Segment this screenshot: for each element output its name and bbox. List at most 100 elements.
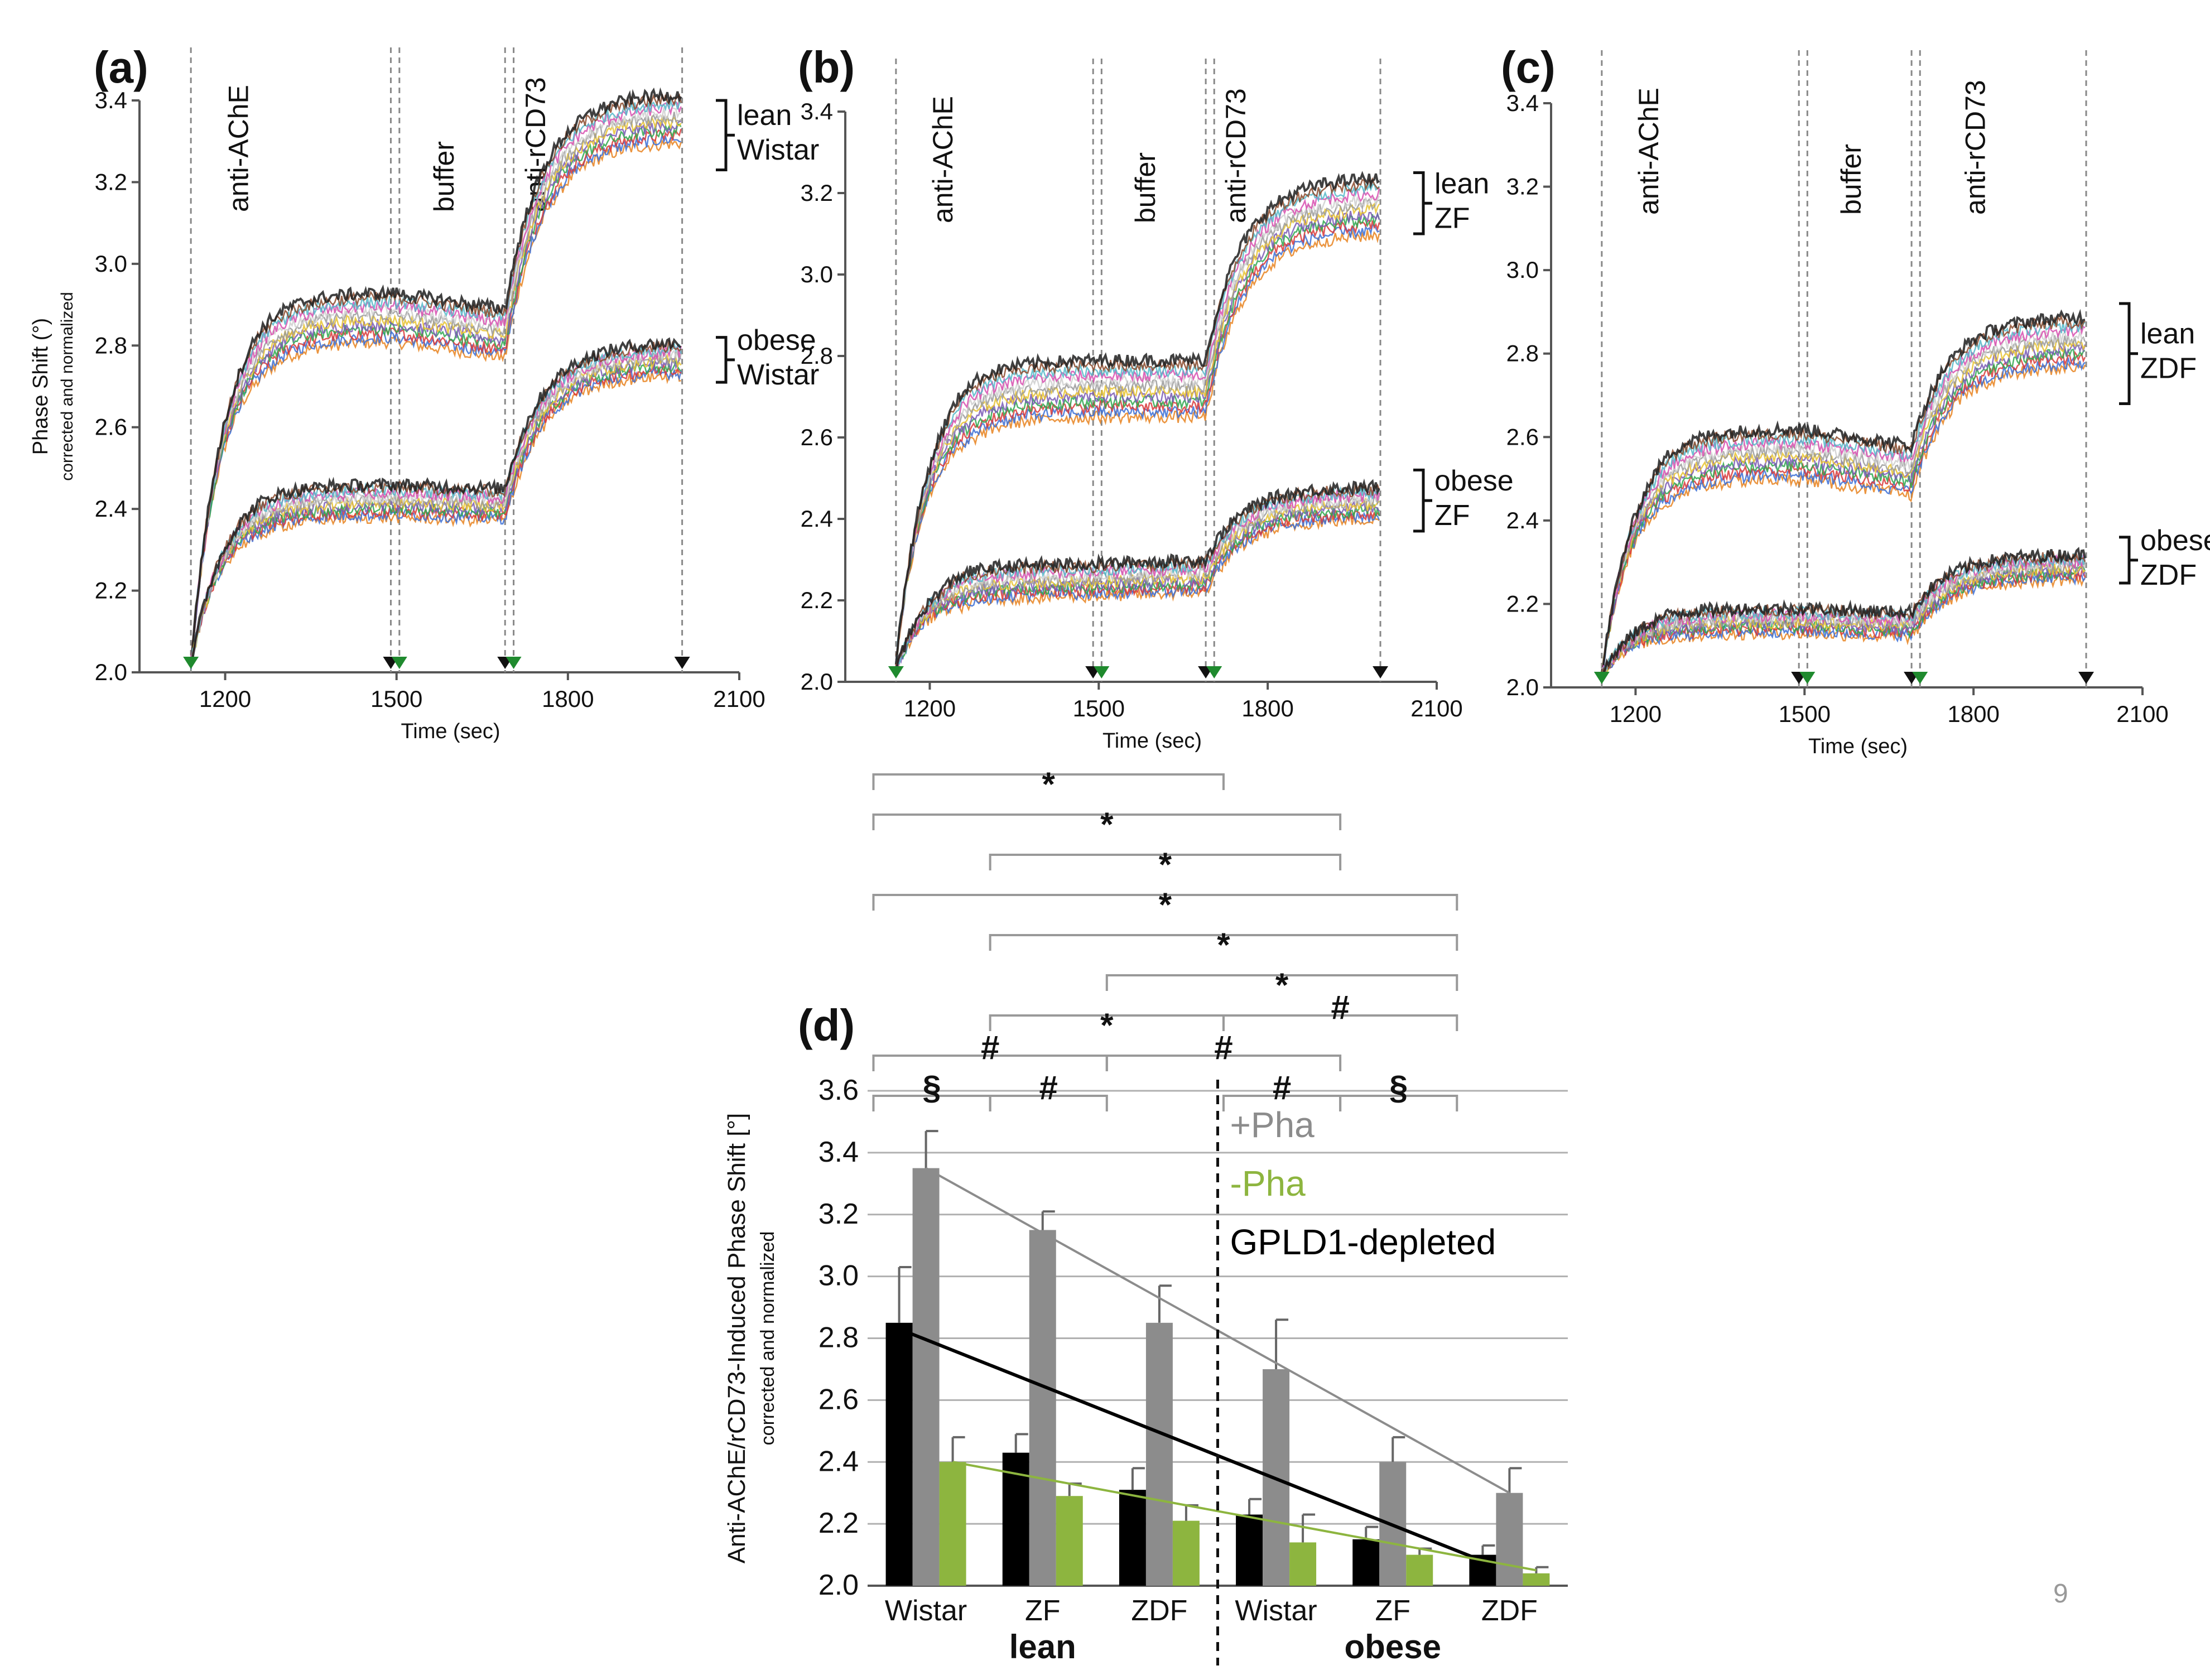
trace-a-1-8 [190, 344, 682, 660]
significance-symbol-8: # [981, 1029, 999, 1066]
trace-group-c-0 [1600, 309, 2086, 680]
error-bar-0-1 [1014, 1433, 1028, 1453]
panel-a-line-chart: (a) 2.0 2.2 2.4 2.6 2.8 3.0 3.2 3.4 1200 1500 1800 2… [29, 42, 819, 743]
x-tick-label-a: 1800 [542, 686, 594, 712]
injection-marker-c [1799, 672, 1816, 684]
trend-line--pha [952, 1461, 1537, 1572]
y-tick-label-d: 3.4 [818, 1136, 859, 1168]
panel-label-c: (c) [1501, 42, 1556, 92]
trace-b-0-0 [895, 229, 1380, 663]
panel-b-line-chart: (b) 2.0 2.2 2.4 2.6 2.8 3.0 3.2 3.4 1200 1500 1800 2… [798, 42, 1514, 753]
x-axis-title-a: Time (sec) [401, 720, 500, 743]
trace-c-0-6 [1601, 335, 2086, 674]
phase-label-b: anti-AChE [927, 96, 959, 223]
y-tick-label-c: 2.2 [1506, 590, 1539, 617]
trace-a-1-0 [190, 369, 681, 660]
injection-marker-b [888, 666, 904, 678]
significance-symbol-4: * [1217, 926, 1230, 964]
error-bar-0-4 [1365, 1525, 1379, 1539]
group-label-b-1-line1: obese [1434, 465, 1514, 497]
y-tick-label-c: 3.0 [1506, 257, 1539, 283]
significance-bracket-13 [1339, 1095, 1458, 1111]
legend-entry-0: +Pha [1230, 1105, 1315, 1145]
group-label-b-1-line2: ZF [1434, 499, 1470, 532]
error-bar-2-5 [1535, 1566, 1549, 1573]
y-tick-label-d: 2.2 [818, 1507, 859, 1539]
bar--pha-3 [1289, 1542, 1317, 1586]
error-bar-1-5 [1508, 1467, 1522, 1493]
trace-a-1-9 [190, 341, 682, 669]
phase-label-c: anti-rCD73 [1959, 80, 1991, 215]
x-tick-label-c: 2100 [2116, 701, 2168, 727]
x-tick-label-d-1: ZF [1025, 1595, 1061, 1627]
panel-label-b: (b) [798, 42, 855, 92]
y-tick-label-a: 2.0 [95, 659, 127, 685]
group-label-c-1-line2: ZDF [2140, 559, 2197, 591]
trace-a-0-7 [190, 107, 682, 663]
trace-c-0-5 [1601, 339, 2086, 677]
group-bracket-a-0 [716, 99, 735, 171]
trace-group-c-1 [1601, 547, 2086, 681]
phase-label-a: anti-AChE [223, 85, 254, 212]
group-bracket-b-0 [1413, 171, 1432, 235]
trace-b-1-6 [895, 494, 1380, 668]
trace-b-0-3 [895, 211, 1380, 664]
y-tick-label-c: 3.4 [1506, 90, 1539, 116]
x-axis-title-c: Time (sec) [1808, 735, 1908, 758]
y-tick-label-b: 3.4 [801, 98, 833, 124]
injection-marker-a [505, 657, 522, 669]
y-axis-title-d: Anti-AChE/rCD73-Induced Phase Shift [°] [723, 1113, 750, 1564]
trace-group-a-0 [190, 87, 682, 670]
y-tick-label-d: 3.2 [818, 1198, 859, 1230]
significance-symbol-1: * [1100, 806, 1114, 843]
significance-bracket-4 [989, 934, 1458, 951]
x-tick-label-d-3: Wistar [1235, 1595, 1317, 1627]
phase-label-c: anti-AChE [1633, 88, 1664, 215]
trace-b-0-5 [895, 201, 1380, 666]
significance-bracket-3 [872, 894, 1458, 911]
error-bar-0-2 [1131, 1467, 1145, 1490]
significance-symbol-11: # [1039, 1069, 1058, 1106]
phase-label-a: buffer [428, 141, 460, 212]
error-bar-1-4 [1392, 1436, 1405, 1462]
y-tick-label-a: 2.2 [95, 577, 127, 604]
trace-b-0-8 [895, 188, 1380, 666]
phase-label-b: buffer [1130, 152, 1161, 223]
significance-bracket-2 [989, 854, 1342, 870]
error-bar-0-3 [1248, 1498, 1262, 1515]
trace-b-0-11 [894, 171, 1380, 665]
error-bar-0-0 [898, 1265, 912, 1323]
bar-gpld-depleted-2 [1119, 1490, 1146, 1586]
trend-line-gpld-depleted [898, 1327, 1484, 1563]
injection-marker-b [1373, 666, 1389, 678]
trace-a-0-0 [190, 137, 682, 663]
group-label-b-0-line2: ZF [1434, 202, 1470, 234]
group-bracket-a-1 [716, 336, 735, 384]
trace-b-0-10 [895, 177, 1380, 656]
group-label-a-1-line2: Wistar [737, 359, 819, 391]
error-bar-1-3 [1275, 1318, 1289, 1369]
significance-bracket-0 [872, 773, 1225, 790]
x-tick-label-c: 1800 [1947, 701, 1999, 727]
trace-b-0-4 [895, 209, 1380, 661]
y-tick-label-c: 2.6 [1506, 423, 1539, 450]
significance-bracket-9 [1105, 1055, 1342, 1071]
legend-entry-1: -Pha [1230, 1163, 1306, 1204]
injection-marker-a [674, 657, 690, 669]
trace-b-0-1 [895, 224, 1380, 666]
trace-a-0-2 [190, 128, 682, 659]
significance-bracket-11 [989, 1095, 1108, 1111]
bar--pha-4 [1406, 1554, 1433, 1586]
significance-bracket-7 [1222, 1014, 1458, 1031]
y-tick-label-b: 3.2 [801, 180, 833, 206]
trace-c-0-11 [1600, 309, 2086, 672]
trace-c-0-8 [1601, 324, 2086, 676]
injection-marker-b [1206, 666, 1222, 678]
trace-c-1-4 [1601, 562, 2086, 681]
significance-symbol-7: # [1331, 989, 1349, 1026]
x-tick-label-d-0: Wistar [885, 1595, 967, 1627]
y-tick-label-a: 2.8 [95, 332, 127, 358]
injection-marker-a [183, 657, 199, 669]
trace-c-0-3 [1601, 347, 2086, 676]
